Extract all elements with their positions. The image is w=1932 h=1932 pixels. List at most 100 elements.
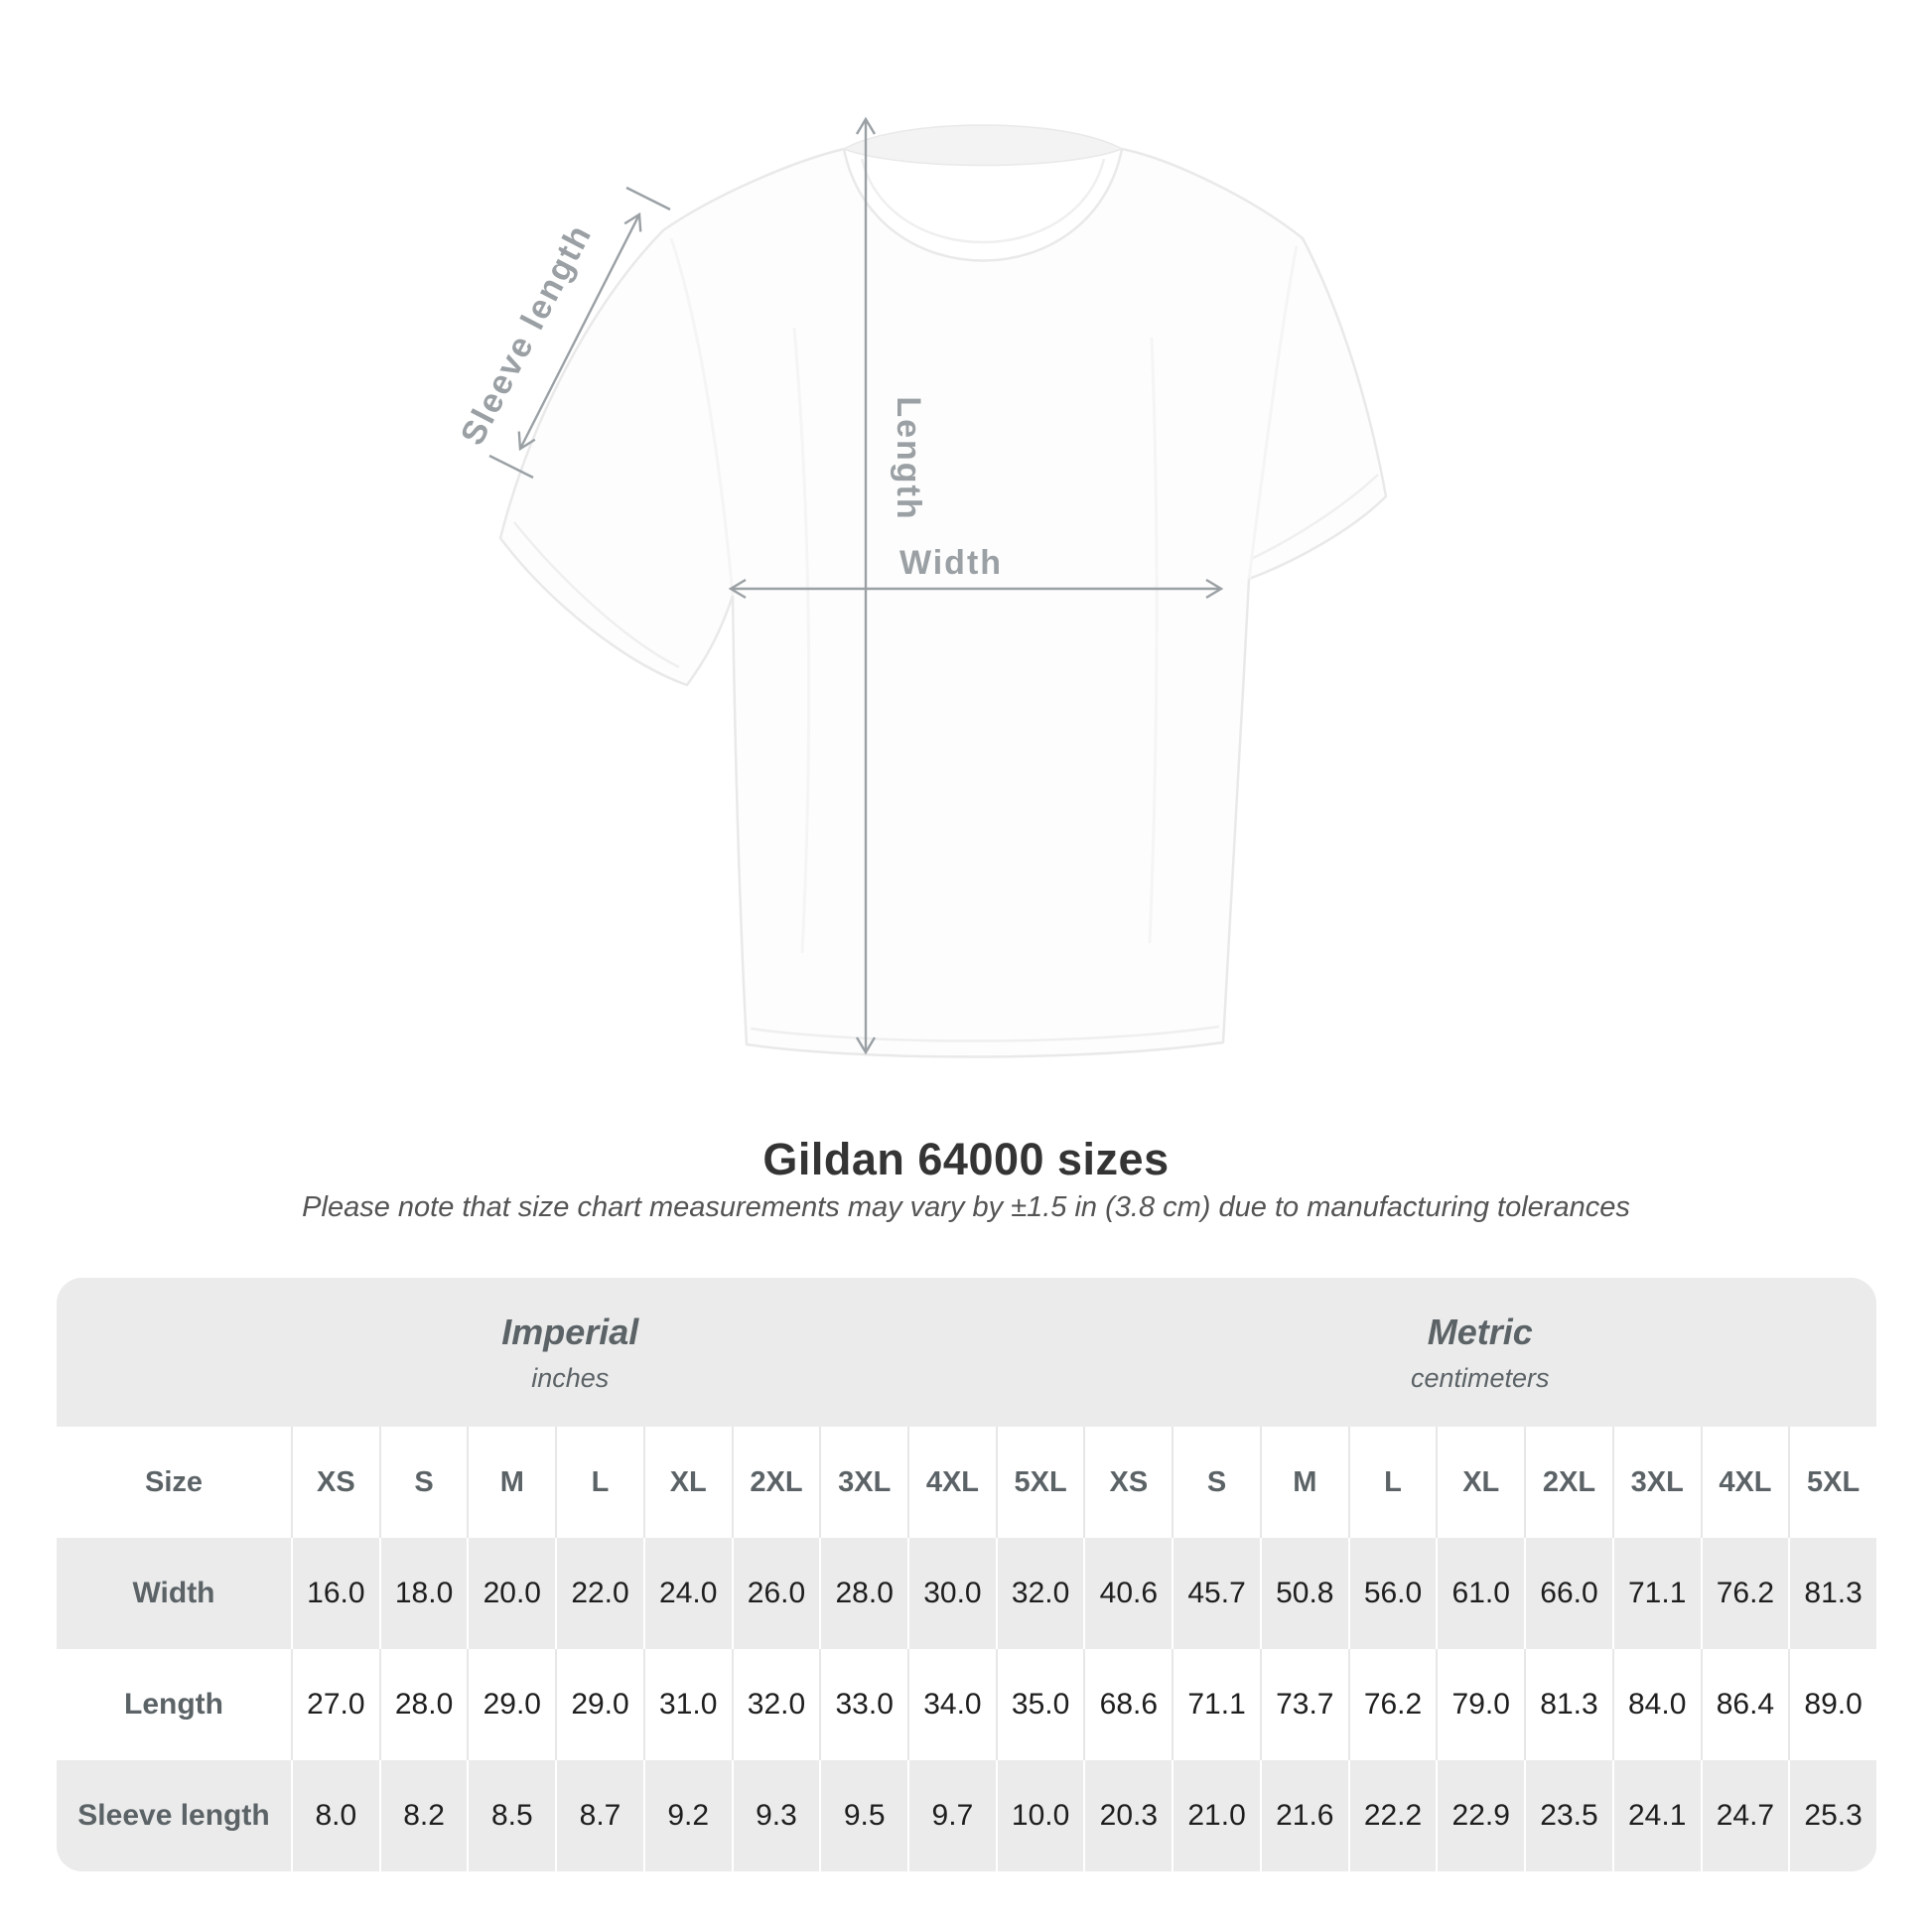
measurement-value: 21.0 <box>1172 1760 1260 1871</box>
measurement-value: 84.0 <box>1611 1649 1701 1760</box>
size-col-header: 2XL <box>1524 1427 1612 1538</box>
length-label: Length <box>890 396 927 520</box>
size-col-header: S <box>1172 1427 1260 1538</box>
measurement-value: 73.7 <box>1259 1649 1348 1760</box>
tshirt-illustration <box>498 124 1388 1058</box>
size-col-header: M <box>467 1427 555 1538</box>
tshirt-collar-stitch <box>860 158 1106 244</box>
size-col-header: 2XL <box>731 1427 820 1538</box>
size-col-header: 5XL <box>1788 1427 1876 1538</box>
measurement-value: 22.2 <box>1347 1760 1437 1871</box>
sleeve-length-arrow <box>517 211 642 452</box>
measurement-value: 28.0 <box>819 1538 907 1649</box>
measurement-value: 56.0 <box>1347 1538 1437 1649</box>
measurement-value: 81.3 <box>1788 1538 1876 1649</box>
table-row-length: Length 27.0 28.0 29.0 29.0 31.0 32.0 33.… <box>57 1649 1876 1760</box>
tolerance-note: Please note that size chart measurements… <box>302 1191 1630 1223</box>
size-chart-table: Imperial inches Metric centimeters Size … <box>57 1278 1876 1871</box>
measurement-value: 89.0 <box>1788 1649 1876 1760</box>
measurement-value: 9.7 <box>907 1760 996 1871</box>
size-col-header: S <box>378 1427 468 1538</box>
size-col-header: XS <box>1083 1427 1172 1538</box>
row-label: Width <box>132 1577 215 1609</box>
measurement-value: 23.5 <box>1524 1760 1612 1871</box>
measurement-value: 8.7 <box>555 1760 643 1871</box>
measurement-value: 21.6 <box>1259 1760 1348 1871</box>
measurement-value: 22.9 <box>1436 1760 1524 1871</box>
measurement-value: 33.0 <box>819 1649 907 1760</box>
width-label: Width <box>899 544 1003 582</box>
size-col-header: XS <box>291 1427 379 1538</box>
size-col-header: 4XL <box>1700 1427 1789 1538</box>
table-row-sleeve-length: Sleeve length 8.0 8.2 8.5 8.7 9.2 9.3 9.… <box>57 1760 1876 1871</box>
row-label: Length <box>124 1688 223 1721</box>
measurement-value: 34.0 <box>907 1649 996 1760</box>
measurement-value: 81.3 <box>1524 1649 1612 1760</box>
sleeve-length-tick-top <box>625 186 671 211</box>
measurement-value: 71.1 <box>1172 1649 1260 1760</box>
measurement-value: 24.7 <box>1700 1760 1789 1871</box>
measurement-value: 26.0 <box>731 1538 820 1649</box>
size-col-header: XL <box>1436 1427 1524 1538</box>
measurement-value: 24.0 <box>642 1538 732 1649</box>
measurement-value: 29.0 <box>467 1649 555 1760</box>
imperial-group-header: Imperial inches <box>57 1278 1084 1427</box>
tshirt-body <box>498 147 1388 1058</box>
width-annotation: Width <box>728 544 1224 600</box>
metric-group-header: Metric centimeters <box>1084 1278 1877 1427</box>
measurement-value: 86.4 <box>1700 1649 1789 1760</box>
size-col-header: 3XL <box>1611 1427 1701 1538</box>
measurement-value: 32.0 <box>995 1538 1084 1649</box>
sleeve-length-tick-bottom <box>488 454 534 480</box>
measurement-value: 71.1 <box>1611 1538 1701 1649</box>
measurement-value: 10.0 <box>995 1760 1084 1871</box>
measurement-value: 9.5 <box>819 1760 907 1871</box>
measurement-value: 32.0 <box>731 1649 820 1760</box>
row-header-size: Size <box>144 1465 204 1498</box>
measurement-value: 9.3 <box>731 1760 820 1871</box>
measurement-value: 20.3 <box>1083 1760 1172 1871</box>
size-col-header: L <box>555 1427 643 1538</box>
imperial-group-label: Imperial <box>501 1311 639 1352</box>
measurement-value: 76.2 <box>1347 1649 1437 1760</box>
measurement-value: 27.0 <box>291 1649 379 1760</box>
measurement-value: 66.0 <box>1524 1538 1612 1649</box>
table-row-width: Width 16.0 18.0 20.0 22.0 24.0 26.0 28.0… <box>57 1538 1876 1649</box>
size-col-header: 3XL <box>819 1427 907 1538</box>
measurement-value: 31.0 <box>642 1649 732 1760</box>
tshirt-right-sleeve-seam <box>1247 245 1299 580</box>
measurement-value: 28.0 <box>378 1649 468 1760</box>
measurement-value: 8.5 <box>467 1760 555 1871</box>
tshirt-hem-stitch <box>750 1025 1220 1042</box>
measurement-value: 79.0 <box>1436 1649 1524 1760</box>
measurement-value: 18.0 <box>378 1538 468 1649</box>
measurement-value: 8.0 <box>291 1760 379 1871</box>
metric-group-unit: centimeters <box>1410 1362 1550 1393</box>
tshirt-left-cuff-stitch <box>513 521 680 669</box>
measurement-value: 16.0 <box>291 1538 379 1649</box>
measurement-value: 40.6 <box>1083 1538 1172 1649</box>
size-col-header: 4XL <box>907 1427 996 1538</box>
measurement-value: 22.0 <box>555 1538 643 1649</box>
measurement-value: 30.0 <box>907 1538 996 1649</box>
size-col-header: 5XL <box>995 1427 1084 1538</box>
tshirt-wrinkle-left <box>792 327 811 954</box>
page-title: Gildan 64000 sizes <box>762 1134 1170 1184</box>
measurement-value: 24.1 <box>1611 1760 1701 1871</box>
tshirt-wrinkle-right <box>1148 337 1159 944</box>
size-col-header: M <box>1259 1427 1348 1538</box>
measurement-value: 29.0 <box>555 1649 643 1760</box>
row-label: Sleeve length <box>77 1799 270 1832</box>
measurement-value: 61.0 <box>1436 1538 1524 1649</box>
unit-group-row: Imperial inches Metric centimeters <box>57 1278 1876 1427</box>
measurement-value: 68.6 <box>1083 1649 1172 1760</box>
measurement-value: 76.2 <box>1700 1538 1789 1649</box>
tshirt-right-cuff-stitch <box>1252 474 1379 560</box>
measurement-value: 20.0 <box>467 1538 555 1649</box>
tshirt-size-figure: Sleeve length Length Width <box>454 116 1388 1058</box>
size-header-row: Size XS S M L XL 2XL 3XL 4XL 5XL XS S M … <box>57 1427 1876 1538</box>
tshirt-back-collar <box>842 124 1124 167</box>
measurement-value: 8.2 <box>378 1760 468 1871</box>
imperial-group-unit: inches <box>531 1362 610 1393</box>
tshirt-left-sleeve-seam <box>669 237 735 597</box>
